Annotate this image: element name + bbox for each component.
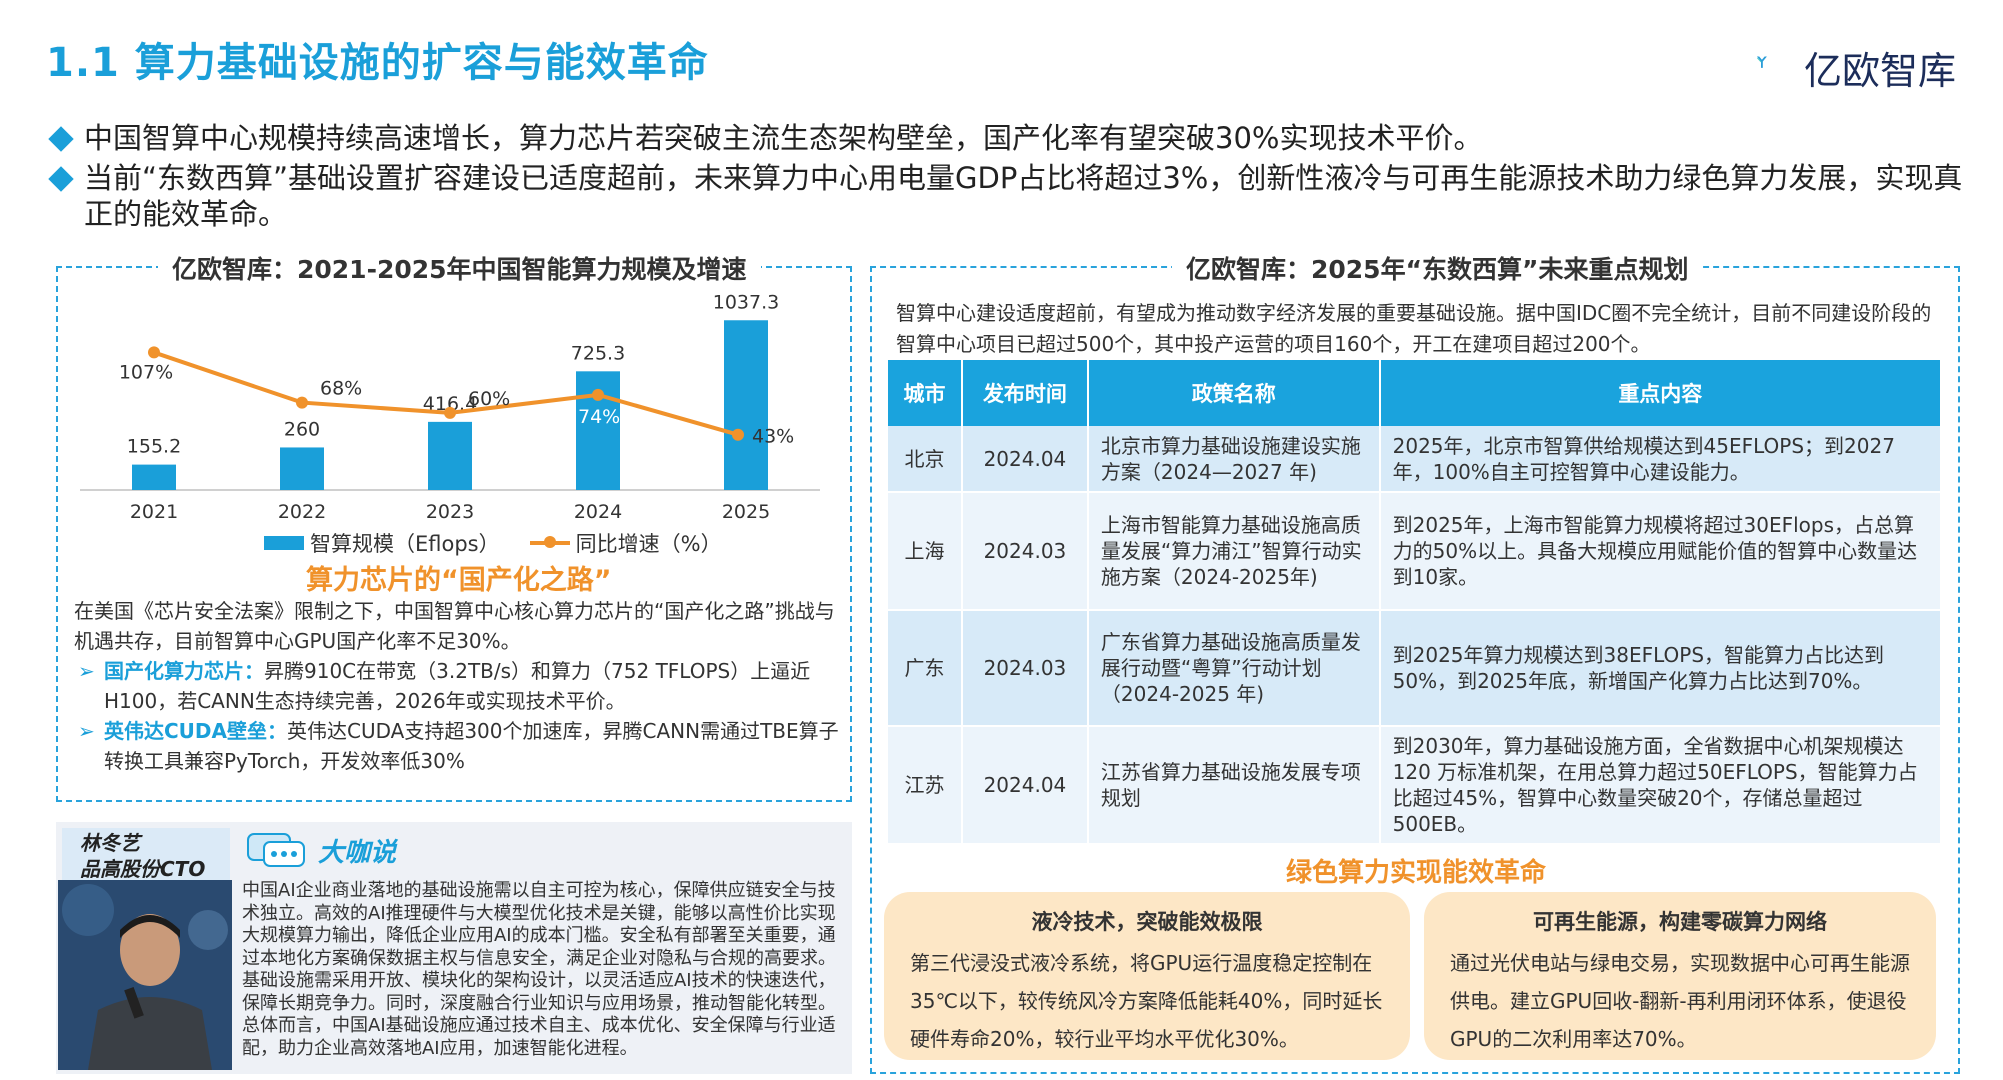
cell-date: 2024.04: [961, 726, 1089, 845]
column-header: 重点内容: [1379, 360, 1943, 426]
summary-bullet: 中国智算中心规模持续高速增长，算力芯片若突破主流生态架构壁垒，国产化率有望突破3…: [48, 120, 1968, 156]
bar-value-label: 725.3: [571, 342, 625, 364]
chart-bar: [428, 421, 472, 490]
chart-bar: [132, 464, 176, 490]
cell-city: 上海: [888, 492, 963, 611]
x-tick-label: 2023: [426, 501, 474, 523]
left-panel-title: 亿欧智库：2021-2025年中国智能算力规模及增速: [158, 250, 761, 286]
x-tick-label: 2025: [722, 501, 770, 523]
expert-quote: 中国AI企业商业落地的基础设施需以自主可控为核心，保障供应链安全与技术独立。高效…: [242, 880, 836, 1059]
chip-paragraph: 在美国《芯片安全法案》限制之下，中国智算中心核心算力芯片的“国产化之路”挑战与机…: [74, 599, 835, 653]
legend-swatch-bar: [264, 536, 304, 550]
growth-point: [444, 406, 456, 419]
expert-name: 林冬艺: [80, 831, 140, 855]
chip-item-text: 英伟达CUDA支持超300个加速库，昇腾CANN需通过TBE算子转换工具兼容Py…: [104, 719, 839, 773]
chip-item-highlight: 英伟达CUDA壁垒：: [104, 719, 287, 743]
growth-point: [732, 428, 744, 441]
expert-photo: [58, 880, 232, 1070]
table-row: 江苏 2024.04 江苏省算力基础设施发展专项规划 到2030年，算力基础设施…: [888, 726, 1943, 845]
diamond-icon: [48, 166, 74, 192]
summary-bullet-text: 中国智算中心规模持续高速增长，算力芯片若突破主流生态架构壁垒，国产化率有望突破3…: [84, 121, 1483, 155]
cell-content: 到2025年算力规模达到38EFLOPS，智能算力占比达到50%，到2025年底…: [1379, 610, 1943, 727]
cell-content: 到2030年，算力基础设施方面，全省数据中心机架规模达120 万标准机架，在用总…: [1379, 726, 1943, 845]
growth-value-label: 74%: [578, 406, 620, 428]
column-header: 城市: [888, 360, 963, 426]
diamond-icon: [48, 126, 74, 152]
legend-swatch-line: [529, 536, 570, 548]
chat-bubble-icon: [247, 833, 305, 867]
cell-policy: 上海市智能算力基础设施高质量发展“算力浦江”智算行动实施方案（2024-2025…: [1087, 492, 1381, 611]
green-box-body: 通过光伏电站与绿电交易，实现数据中心可再生能源供电。建立GPU回收-翻新-再利用…: [1450, 951, 1910, 1051]
cell-date: 2024.03: [961, 610, 1089, 727]
chart-legend: 智算规模（Eflops） 同比增速（%）: [264, 528, 722, 558]
green-box-title: 可再生能源，构建零碳算力网络: [1533, 910, 1827, 934]
summary-bullet-text: 当前“东数西算”基础设置扩容建设已适度超前，未来算力中心用电量GDP占比将超过3…: [84, 161, 1963, 231]
cell-city: 广东: [888, 610, 963, 727]
summary-bullets: 中国智算中心规模持续高速增长，算力芯片若突破主流生态架构壁垒，国产化率有望突破3…: [48, 120, 1968, 236]
left-panel: 亿欧智库：2021-2025年中国智能算力规模及增速: [56, 250, 852, 802]
chip-text: 在美国《芯片安全法案》限制之下，中国智算中心核心算力芯片的“国产化之路”挑战与机…: [74, 596, 844, 776]
expert-tag: 林冬艺 品高股份CTO: [62, 828, 230, 884]
right-panel: 亿欧智库：2025年“东数西算”未来重点规划: [870, 250, 1960, 1074]
cell-policy: 江苏省算力基础设施发展专项规划: [1087, 726, 1381, 845]
chip-item-text: 昇腾910C在带宽（3.2TB/s）和算力（752 TFLOPS）上逼近H100…: [104, 659, 811, 713]
bar-value-label: 155.2: [127, 436, 181, 458]
expert-role: 品高股份CTO: [80, 857, 206, 881]
table-header-row: 城市 发布时间 政策名称 重点内容: [888, 360, 1943, 426]
arrow-icon: ➢: [78, 719, 95, 743]
chip-item: ➢ 英伟达CUDA壁垒：英伟达CUDA支持超300个加速库，昇腾CANN需通过T…: [74, 716, 844, 776]
cell-policy: 北京市算力基础设施建设实施方案（2024—2027 年): [1087, 426, 1381, 493]
growth-point: [148, 346, 160, 359]
x-tick-label: 2024: [574, 501, 622, 523]
chip-item: ➢ 国产化算力芯片：昇腾910C在带宽（3.2TB/s）和算力（752 TFLO…: [74, 656, 844, 716]
chart-bar: [724, 320, 768, 490]
chip-subhead: 算力芯片的“国产化之路”: [306, 565, 612, 596]
table-row: 北京 2024.04 北京市算力基础设施建设实施方案（2024—2027 年) …: [888, 426, 1943, 493]
chart-bar: [280, 447, 324, 490]
cell-city: 江苏: [888, 726, 963, 845]
chip-item-highlight: 国产化算力芯片：: [104, 659, 264, 683]
legend-item-line: 同比增速（%）: [529, 528, 722, 558]
legend-label: 智算规模（Eflops）: [310, 532, 500, 556]
arrow-icon: ➢: [78, 659, 95, 683]
compute-scale-chart: 155.220212602022416.42023725.320241037.3…: [80, 291, 820, 523]
person-silhouette-icon: [58, 880, 232, 1070]
growth-value-label: 60%: [468, 388, 510, 410]
green-box-cooling: 液冷技术，突破能效极限 第三代浸没式液冷系统，将GPU运行温度稳定控制在35℃以…: [884, 892, 1410, 1060]
green-box-title: 液冷技术，突破能效极限: [1031, 910, 1263, 934]
policy-table: 城市 发布时间 政策名称 重点内容 北京 2024.04 北京市算力基础设施建设…: [888, 360, 1943, 845]
growth-point: [592, 388, 604, 401]
growth-value-label: 43%: [752, 426, 794, 448]
cell-policy: 广东省算力基础设施高质量发展行动暨“粤算”行动计划（2024-2025 年): [1087, 610, 1381, 727]
green-box-body: 第三代浸没式液冷系统，将GPU运行温度稳定控制在35℃以下，较传统风冷方案降低能…: [910, 951, 1383, 1051]
green-compute-title: 绿色算力实现能效革命: [1286, 858, 1547, 888]
cell-city: 北京: [888, 426, 963, 493]
right-panel-title: 亿欧智库：2025年“东数西算”未来重点规划: [1172, 250, 1703, 286]
summary-bullet: 当前“东数西算”基础设置扩容建设已适度超前，未来算力中心用电量GDP占比将超过3…: [48, 160, 1968, 232]
table-row: 上海 2024.03 上海市智能算力基础设施高质量发展“算力浦江”智算行动实施方…: [888, 492, 1943, 611]
right-intro: 智算中心建设适度超前，有望成为推动数字经济发展的重要基础设施。据中国IDC圈不完…: [896, 301, 1932, 356]
logo-text: 亿欧智库: [1804, 49, 1957, 93]
column-header: 发布时间: [961, 360, 1089, 426]
legend-label: 同比增速（%）: [575, 532, 722, 556]
table-row: 广东 2024.03 广东省算力基础设施高质量发展行动暨“粤算”行动计划（202…: [888, 610, 1943, 727]
legend-item-bar: 智算规模（Eflops）: [264, 528, 500, 558]
growth-value-label: 107%: [119, 361, 173, 383]
x-tick-label: 2022: [278, 501, 326, 523]
logo-icon: [1756, 56, 1767, 68]
cell-content: 2025年，北京市智算供给规模达到45EFLOPS；到2027年，100%自主可…: [1379, 426, 1943, 493]
bar-value-label: 1037.3: [713, 291, 779, 313]
cell-content: 到2025年，上海市智能算力规模将超过30EFlops，占总算力的50%以上。具…: [1379, 492, 1943, 611]
cell-date: 2024.04: [961, 426, 1089, 493]
growth-point: [296, 396, 308, 409]
x-tick-label: 2021: [130, 501, 178, 523]
growth-value-label: 68%: [320, 378, 362, 400]
bar-value-label: 260: [284, 418, 320, 440]
page-title: 1.1 算力基础设施的扩容与能效革命: [46, 40, 709, 86]
column-header: 政策名称: [1087, 360, 1381, 426]
chat-label: 大咖说: [318, 838, 397, 868]
cell-date: 2024.03: [961, 492, 1089, 611]
green-box-renewable: 可再生能源，构建零碳算力网络 通过光伏电站与绿电交易，实现数据中心可再生能源供电…: [1424, 892, 1936, 1060]
